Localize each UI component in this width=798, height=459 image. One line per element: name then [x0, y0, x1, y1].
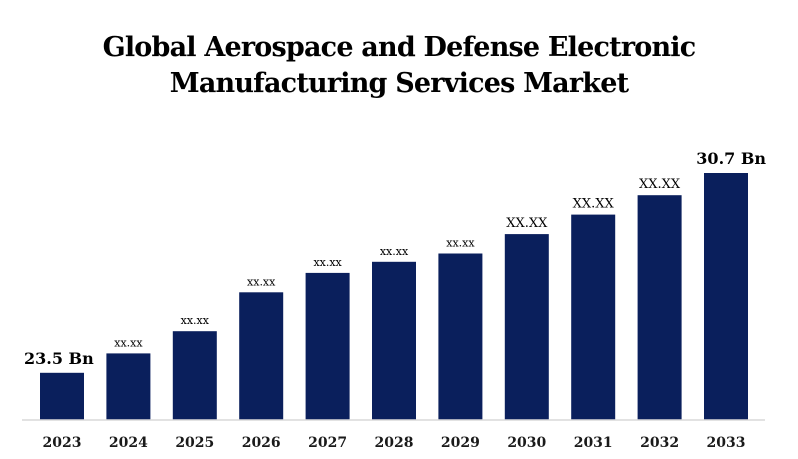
x-tick-label-2025: 2025: [175, 435, 214, 451]
bar-2023: [40, 372, 84, 420]
bar-2027: [305, 272, 350, 420]
x-tick-label-2033: 2033: [707, 435, 746, 451]
bar-2028: [372, 261, 416, 420]
chart-title-line-1: Global Aerospace and Defense Electronic: [102, 32, 697, 63]
data-label-2031: XX.XX: [573, 197, 615, 212]
bar-2031: [571, 214, 616, 420]
x-tick-label-2024: 2024: [109, 435, 148, 451]
x-tick-label-2026: 2026: [242, 435, 281, 451]
bar-2026: [239, 292, 284, 420]
bar-2030: [504, 234, 549, 420]
bar-2029: [438, 253, 483, 420]
x-tick-label-2031: 2031: [574, 435, 613, 451]
data-labels-layer: 23.5 Bn xx.xx xx.xx xx.xx xx.xx xx.xx xx.xx XX.…: [24, 149, 766, 368]
data-label-2029: xx.xx: [446, 237, 475, 250]
x-tick-label-2023: 2023: [43, 435, 82, 451]
data-label-2024: xx.xx: [114, 336, 143, 349]
data-label-2026: xx.xx: [247, 275, 276, 288]
bar-2032: [637, 195, 682, 420]
bar-2033: [704, 173, 748, 420]
data-label-2027: xx.xx: [313, 256, 342, 269]
data-label-2028: xx.xx: [380, 245, 409, 258]
bar-2024: [106, 353, 151, 420]
bar-2025: [172, 331, 217, 420]
data-label-2030: XX.XX: [506, 216, 548, 231]
x-tick-label-2030: 2030: [507, 435, 546, 451]
x-tick-label-2028: 2028: [375, 435, 414, 451]
data-label-2025: xx.xx: [181, 314, 210, 327]
x-tick-label-2027: 2027: [308, 435, 347, 451]
data-label-2023: 23.5 Bn: [24, 349, 94, 368]
chart-title: Global Aerospace and Defense Electronic …: [0, 30, 798, 102]
bars-layer: [40, 173, 748, 420]
x-tick-label-2032: 2032: [640, 435, 679, 451]
x-tick-labels-layer: 2023 2024 2025 2026 2027 2028 2029 2030 2031 2032…: [43, 435, 746, 451]
data-label-2033: 30.7 Bn: [696, 149, 766, 168]
x-tick-label-2029: 2029: [441, 435, 480, 451]
chart-title-line-2: Manufacturing Services Market: [169, 68, 629, 99]
data-label-2032: XX.XX: [639, 177, 681, 192]
